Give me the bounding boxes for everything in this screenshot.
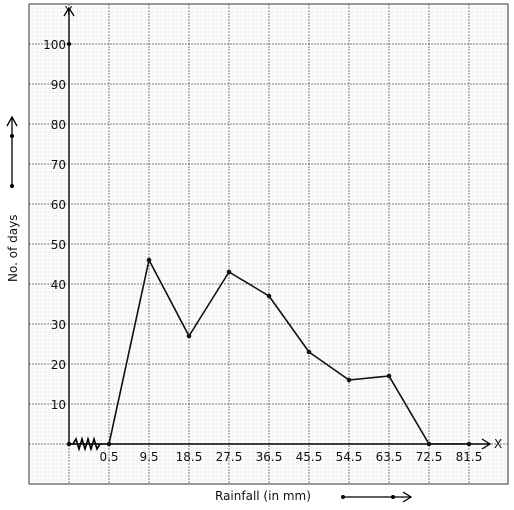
y-tick-label: 100 xyxy=(43,38,66,52)
x-tick-label: 18.5 xyxy=(176,450,203,464)
x-tick-label: 72.5 xyxy=(416,450,443,464)
series xyxy=(66,257,472,447)
data-point xyxy=(346,377,352,383)
arrow-dot xyxy=(341,495,345,499)
data-point xyxy=(426,441,432,447)
y-max-dot xyxy=(67,42,71,46)
arrow-head xyxy=(402,491,413,503)
data-point xyxy=(106,441,112,447)
arrow-head xyxy=(6,115,18,127)
data-point xyxy=(266,293,272,299)
x-axis-arrowhead xyxy=(481,438,492,450)
y-tick-label: 60 xyxy=(51,198,66,212)
y-axis-title-arrow xyxy=(6,115,18,188)
y-axis-letter: Y xyxy=(64,4,73,18)
y-tick-label: 10 xyxy=(51,398,66,412)
data-point xyxy=(146,257,152,263)
x-tick-label: 9.5 xyxy=(139,450,158,464)
x-tick-label: 81.5 xyxy=(456,450,483,464)
x-tick-label: 45.5 xyxy=(296,450,323,464)
y-tick-label: 40 xyxy=(51,278,66,292)
graph-paper-grid xyxy=(28,3,509,485)
arrow-dot xyxy=(391,495,395,499)
x-tick-label: 0.5 xyxy=(99,450,118,464)
data-point xyxy=(466,441,472,447)
arrow-dot xyxy=(10,134,14,138)
x-tick-label: 54.5 xyxy=(336,450,363,464)
graph-paper-border xyxy=(28,3,509,485)
y-tick-label: 50 xyxy=(51,238,66,252)
y-tick-label: 30 xyxy=(51,318,66,332)
y-tick-label: 80 xyxy=(51,118,66,132)
x-axis-title-arrow xyxy=(341,491,413,503)
x-tick-label: 63.5 xyxy=(376,450,403,464)
x-tick-label: 36.5 xyxy=(256,450,283,464)
y-axis-arrowhead xyxy=(63,6,75,17)
arrow-dot xyxy=(10,184,14,188)
data-point xyxy=(186,333,192,339)
x-tick-label: 27.5 xyxy=(216,450,243,464)
x-axis-title: Rainfall (in mm) xyxy=(215,489,311,503)
data-point xyxy=(386,373,392,379)
axis-titles: Rainfall (in mm) No. of days xyxy=(6,115,413,503)
data-point xyxy=(226,269,232,275)
tick-labels: 10 20 30 40 50 60 70 80 90 100 0.5 9.5 18.5 27.5 36.5 4… xyxy=(43,38,482,464)
x-axis-letter: X xyxy=(494,437,502,451)
data-point xyxy=(306,349,312,355)
y-tick-label: 70 xyxy=(51,158,66,172)
y-tick-label: 90 xyxy=(51,78,66,92)
data-point xyxy=(66,441,72,447)
y-tick-label: 20 xyxy=(51,358,66,372)
y-axis-title: No. of days xyxy=(6,215,20,282)
